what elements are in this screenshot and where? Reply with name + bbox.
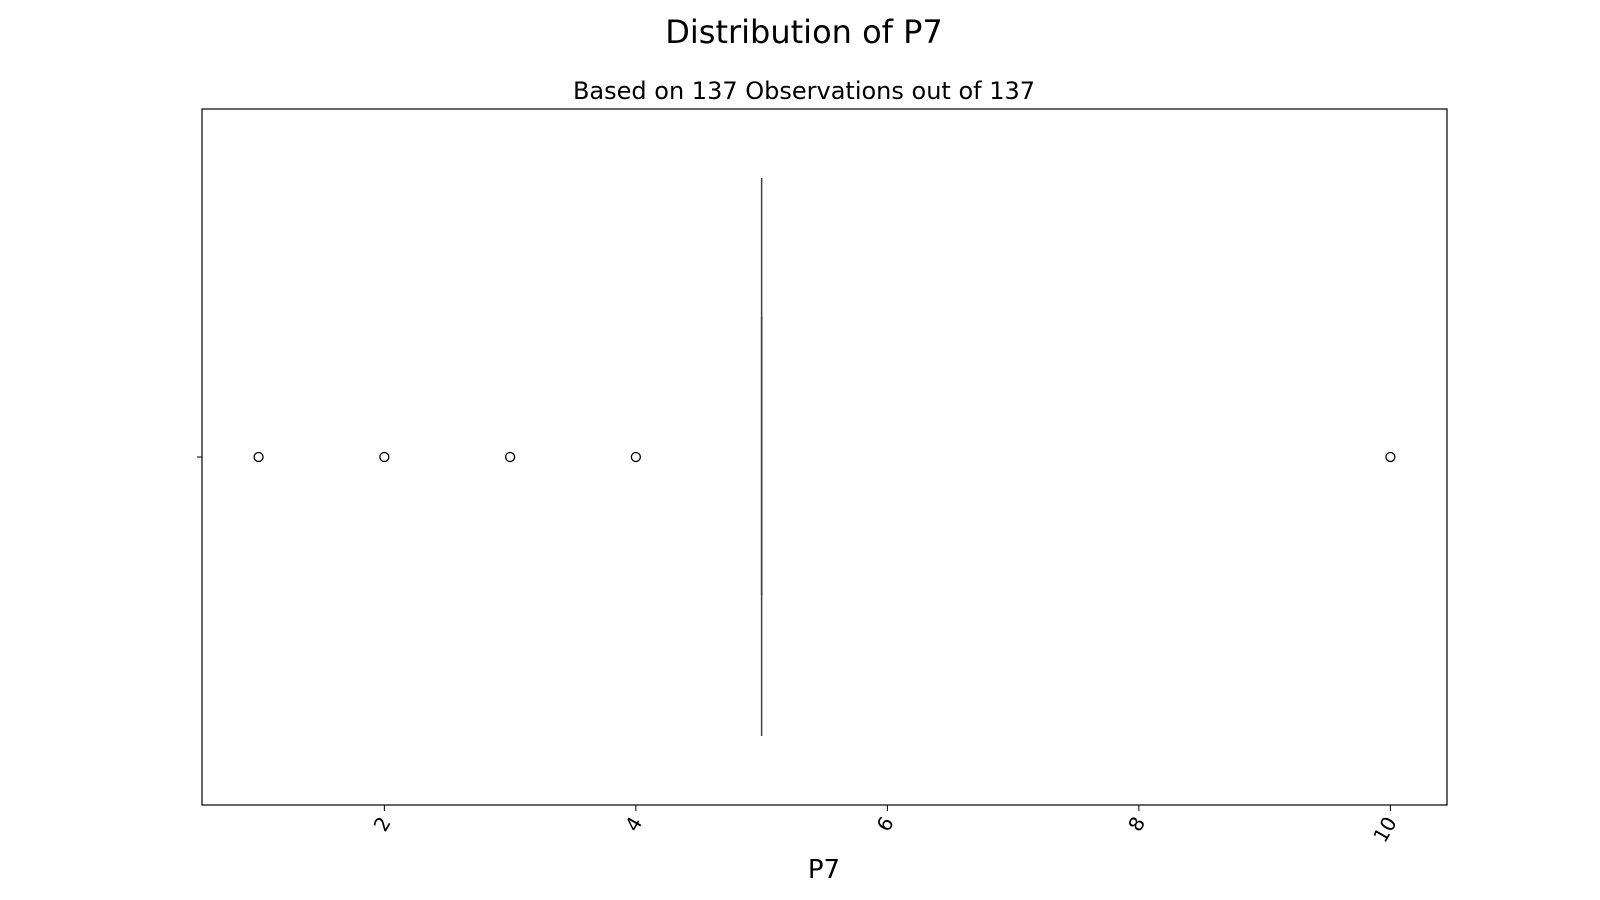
x-tick-label: 2 — [369, 813, 396, 836]
x-tick-label: 6 — [872, 813, 899, 836]
outlier-point — [253, 451, 264, 463]
outlier-point — [1385, 451, 1396, 463]
x-tick-label: 10 — [1368, 813, 1402, 847]
x-axis-ticks: 2 4 6 8 10 — [369, 805, 1402, 847]
chart-subtitle: Based on 137 Observations out of 137 — [573, 77, 1035, 105]
chart-title: Distribution of P7 — [665, 13, 943, 51]
outlier-point — [630, 451, 642, 463]
box-plot-marks — [253, 178, 1396, 736]
outlier-point — [379, 451, 390, 463]
x-tick-label: 8 — [1123, 813, 1150, 836]
x-axis-label: P7 — [808, 855, 840, 885]
x-tick-label: 4 — [620, 813, 647, 836]
outlier-point — [504, 451, 516, 463]
